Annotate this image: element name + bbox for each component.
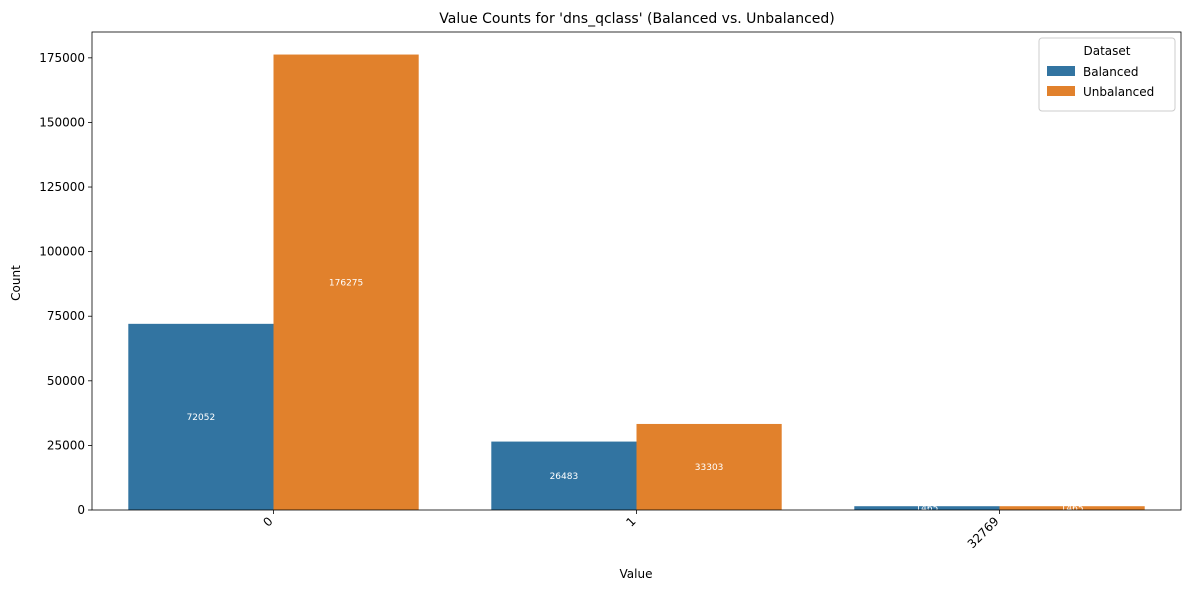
y-axis-title: Count xyxy=(9,265,23,301)
legend-swatch xyxy=(1047,66,1075,76)
x-axis-title: Value xyxy=(620,567,653,581)
bar-value-label: 176275 xyxy=(329,278,363,288)
y-tick-label: 150000 xyxy=(39,115,85,129)
plot-area: 72052 176275 0 26483 33303 1 1465 1465 32769 0 250… xyxy=(39,31,1182,551)
legend-label: Unbalanced xyxy=(1083,85,1154,99)
x-tick-label: 0 xyxy=(260,514,275,529)
y-tick-label: 125000 xyxy=(39,180,85,194)
x-tick-label: 1 xyxy=(623,514,638,529)
legend: Dataset Balanced Unbalanced xyxy=(1038,37,1176,112)
y-tick-label: 75000 xyxy=(47,309,85,323)
bar-value-label: 33303 xyxy=(695,463,724,473)
y-tick-label: 0 xyxy=(77,503,85,517)
bar-value-label: 72052 xyxy=(187,413,216,423)
y-tick-label: 175000 xyxy=(39,51,85,65)
bar xyxy=(999,506,1145,510)
y-tick-label: 25000 xyxy=(47,438,85,452)
y-tick-label: 50000 xyxy=(47,374,85,388)
bar xyxy=(491,441,637,510)
y-tick-label: 100000 xyxy=(39,245,85,259)
x-tick-label: 32769 xyxy=(965,514,1002,551)
legend-swatch xyxy=(1047,86,1075,96)
legend-title: Dataset xyxy=(1084,44,1131,58)
bar xyxy=(854,506,1000,510)
bar xyxy=(273,54,419,510)
plot-frame xyxy=(91,31,1182,511)
bar-value-label: 26483 xyxy=(550,472,579,482)
bar xyxy=(636,423,782,510)
bar-value-label: 1465 xyxy=(915,504,938,514)
legend-label: Balanced xyxy=(1083,65,1138,79)
chart-title: Value Counts for 'dns_qclass' (Balanced … xyxy=(439,11,834,27)
bar xyxy=(128,323,274,510)
bar-value-label: 1465 xyxy=(1061,504,1084,514)
